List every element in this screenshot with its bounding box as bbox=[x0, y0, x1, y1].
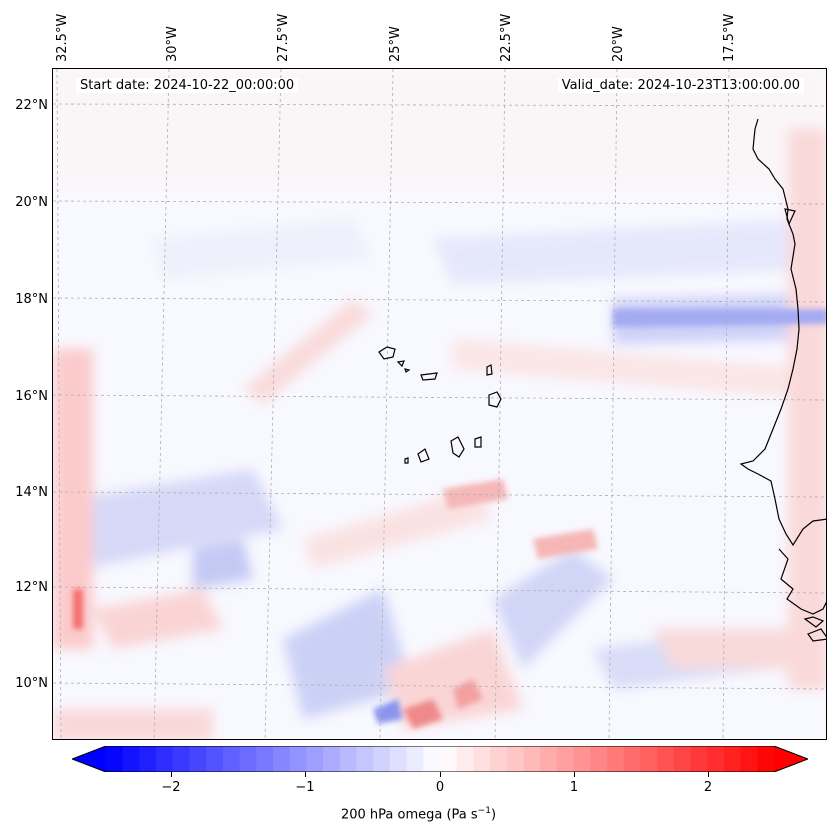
colorbar-segment bbox=[189, 746, 207, 772]
colorbar-segment bbox=[239, 746, 257, 772]
lon-label-30w: 30°W bbox=[165, 26, 180, 62]
lat-label-18n: 18°N bbox=[15, 292, 48, 307]
start-date-label: Start date: 2024-10-22_00:00:00 bbox=[76, 78, 299, 93]
colorbar-segment bbox=[440, 746, 458, 772]
cb-tickmark bbox=[171, 772, 172, 777]
lat-label-12n: 12°N bbox=[15, 580, 48, 595]
cb-tickmark bbox=[708, 772, 709, 777]
colorbar-segment bbox=[289, 746, 307, 772]
colorbar-segment bbox=[172, 746, 190, 772]
colorbar-segment bbox=[456, 746, 474, 772]
colorbar-segment bbox=[523, 746, 541, 772]
colorbar-segment bbox=[607, 746, 625, 772]
colorbar-segment bbox=[406, 746, 424, 772]
colorbar-segment bbox=[106, 746, 124, 772]
colorbar-segment bbox=[389, 746, 408, 772]
colorbar-max-extend bbox=[774, 746, 808, 772]
colorbar-segment bbox=[590, 746, 608, 772]
colorbar-segment bbox=[306, 746, 324, 772]
colorbar-segment bbox=[673, 746, 691, 772]
colorbar-label-exponent: −1 bbox=[477, 806, 491, 816]
colorbar-segment bbox=[156, 746, 174, 772]
colorbar-label-suffix: ) bbox=[490, 807, 497, 823]
lon-label-17-5w: 17.5°W bbox=[722, 13, 737, 62]
colorbar-label: 200 hPa omega (Pa s−1) bbox=[0, 806, 837, 822]
cb-tickmark bbox=[440, 772, 441, 777]
colorbar-segment bbox=[273, 746, 291, 772]
colorbar-segment bbox=[707, 746, 725, 772]
lat-label-20n: 20°N bbox=[15, 195, 48, 210]
colorbar-label-text: 200 hPa omega (Pa s bbox=[340, 807, 478, 823]
colorbar-segment bbox=[556, 746, 575, 772]
cb-tick-label: 0 bbox=[435, 780, 445, 795]
colorbar-min-extend bbox=[72, 746, 106, 772]
colorbar-segment bbox=[423, 746, 441, 772]
colorbar-segment bbox=[757, 746, 775, 772]
colorbar-segment bbox=[256, 746, 274, 772]
valid-date-label: Valid_date: 2024-10-23T13:00:00.00 bbox=[557, 78, 804, 93]
colorbar-segment bbox=[206, 746, 224, 772]
colorbar-segment bbox=[573, 746, 591, 772]
colorbar-segment bbox=[506, 746, 524, 772]
colorbar-segment bbox=[540, 746, 558, 772]
lat-label-14n: 14°N bbox=[15, 485, 48, 500]
lat-label-22n: 22°N bbox=[15, 98, 48, 113]
cb-tick-label: −2 bbox=[161, 780, 181, 795]
omega-colorbar bbox=[72, 746, 808, 772]
cape-verde-islands bbox=[378, 346, 502, 464]
colorbar-segment bbox=[740, 746, 758, 772]
colorbar-segment bbox=[373, 746, 391, 772]
cb-tick-label: 1 bbox=[569, 780, 579, 795]
cb-tick-label: −1 bbox=[295, 780, 315, 795]
lon-label-25w: 25°W bbox=[388, 26, 403, 62]
cb-tick-label: 2 bbox=[703, 780, 713, 795]
omega-field-svg bbox=[53, 69, 826, 739]
lon-label-32-5w: 32.5°W bbox=[55, 13, 70, 62]
colorbar-segment bbox=[623, 746, 641, 772]
omega-map bbox=[52, 68, 827, 740]
colorbar-segment bbox=[473, 746, 491, 772]
colorbar-segment bbox=[356, 746, 374, 772]
colorbar-segment bbox=[139, 746, 157, 772]
lon-label-27-5w: 27.5°W bbox=[276, 13, 291, 62]
colorbar-segment bbox=[323, 746, 341, 772]
colorbar-segment bbox=[222, 746, 241, 772]
coastline bbox=[739, 118, 826, 642]
colorbar-segment bbox=[122, 746, 140, 772]
colorbar-segment bbox=[339, 746, 357, 772]
lat-label-10n: 10°N bbox=[15, 676, 48, 691]
colorbar-segment bbox=[723, 746, 742, 772]
colorbar-segment bbox=[640, 746, 658, 772]
cb-tickmark bbox=[574, 772, 575, 777]
colorbar-segment bbox=[657, 746, 675, 772]
colorbar-segment bbox=[690, 746, 708, 772]
lat-label-16n: 16°N bbox=[15, 389, 48, 404]
lon-label-22-5w: 22.5°W bbox=[499, 13, 514, 62]
colorbar-segment bbox=[490, 746, 508, 772]
gridlines bbox=[53, 69, 826, 739]
lon-label-20w: 20°W bbox=[611, 26, 626, 62]
cb-tickmark bbox=[305, 772, 306, 777]
